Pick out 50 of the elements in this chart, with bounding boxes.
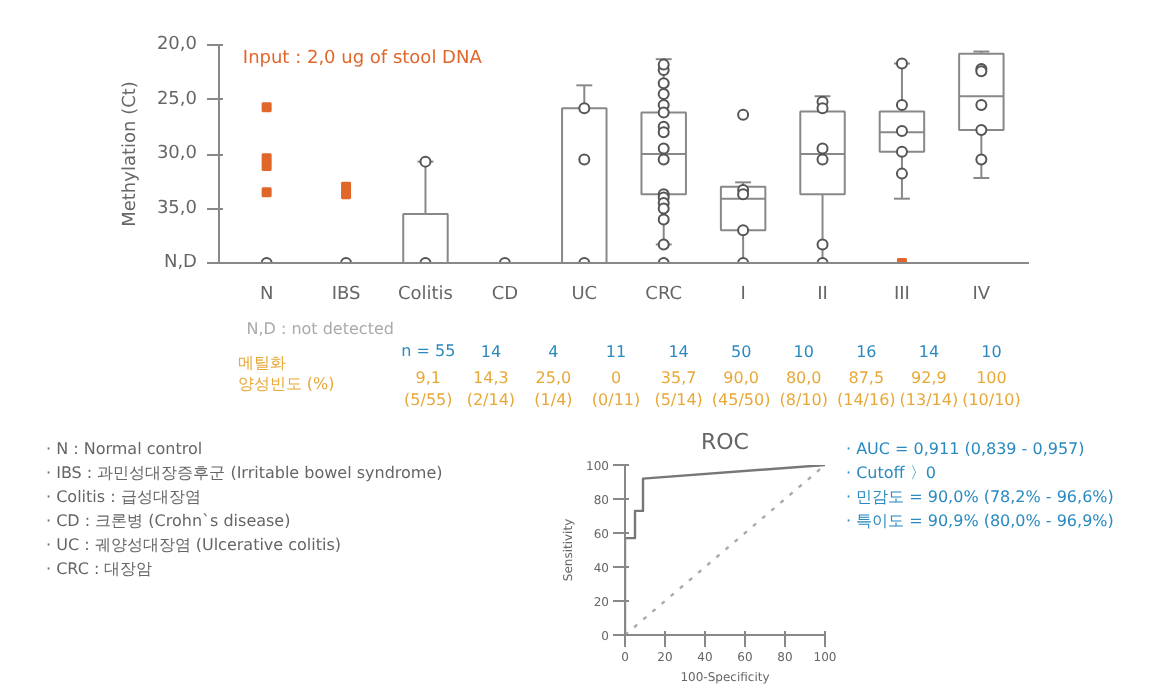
text: 10: [981, 343, 1002, 362]
annotation: Input : 2,0 ug of stool DNA: [242, 49, 484, 69]
text: N,D : not detected: [246, 320, 394, 339]
y-tick-label: 25,0: [156, 89, 198, 110]
text: · AUC = 0,911 (0,839 - 0,957): [846, 438, 1087, 462]
text: n = 55: [401, 342, 456, 361]
text: 9,1 (5/55): [404, 369, 453, 409]
text: 14,3 (2/14): [466, 369, 516, 409]
x-tick-label: IBS: [331, 285, 362, 305]
text: · UC : 궤양성대장염 (Ulcerative colitis): [46, 534, 344, 558]
x-tick-label: II: [817, 285, 828, 305]
text: 90,0 (45/50): [711, 369, 771, 409]
text: 80,0 (8/10): [779, 369, 828, 409]
text: · CRC : 대장암: [46, 558, 155, 582]
x-tick-label: I: [740, 285, 746, 305]
text: 100 (10/10): [962, 369, 1021, 409]
text: · 특이도 = 90,9% (80,0% - 96,9%): [846, 510, 1114, 534]
y-tick-label: 35,0: [156, 198, 198, 219]
text: 메틸화 양성빈도 (%): [237, 353, 335, 394]
x-tick-label: III: [893, 285, 910, 305]
text: 87,5 (14/16): [837, 369, 896, 409]
text: 14: [668, 343, 689, 362]
text: 16: [856, 343, 877, 362]
text: · Colitis : 급성대장염: [46, 486, 203, 510]
y-axis-title: Methylation (Ct): [120, 81, 141, 227]
x-tick-label: Colitis: [397, 285, 454, 305]
text: · N : Normal control: [46, 438, 205, 462]
text: · 민감도 = 90,0% (78,2% - 96,6%): [846, 486, 1114, 510]
text: 0 (0/11): [591, 369, 641, 409]
text: 10: [793, 343, 814, 362]
text: · Cutoff 〉0: [846, 462, 938, 486]
x-tick-label: CD: [491, 285, 519, 305]
y-tick-label: N,D: [163, 253, 198, 273]
text: 25,0 (1/4): [534, 369, 573, 409]
x-tick-label: UC: [571, 285, 598, 305]
text: 92,9 (13/14): [899, 369, 959, 409]
y-tick-label: 30,0: [156, 144, 198, 164]
text: · CD : 크론병 (Crohn`s disease): [46, 510, 293, 534]
text: · IBS : 과민성대장증후군 (Irritable bowel syndrome): [46, 462, 443, 486]
text: 35,7 (5/14): [654, 369, 703, 409]
x-tick-label: CRC: [645, 285, 683, 305]
text: 14: [918, 343, 940, 362]
text: 50: [730, 343, 752, 362]
x-tick-label: N: [259, 285, 274, 305]
chart-title: ROC: [701, 429, 750, 455]
text: 14: [480, 343, 502, 362]
text: 11: [605, 343, 627, 362]
x-tick-label: IV: [972, 285, 992, 305]
text: 4: [548, 343, 559, 362]
y-tick-label: 20,0: [156, 35, 198, 55]
